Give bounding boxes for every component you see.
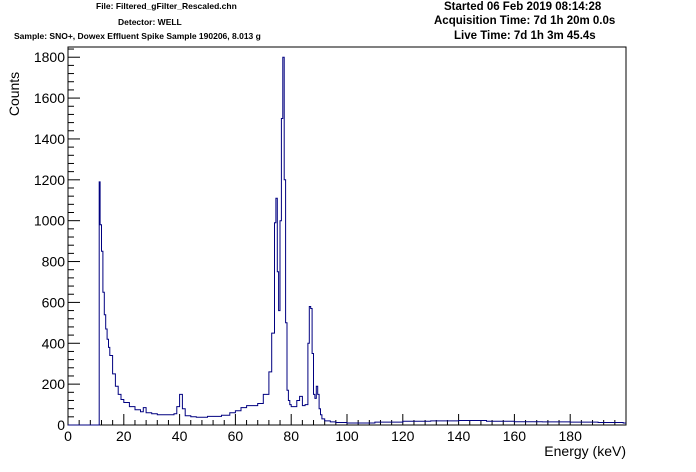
x-tick-label: 80 — [283, 428, 299, 444]
sample-label: Sample: SNO+, Dowex Effluent Spike Sampl… — [14, 31, 261, 41]
x-tick-label: 60 — [228, 428, 244, 444]
y-tick-label: 800 — [42, 254, 66, 270]
y-tick-label: 0 — [57, 417, 65, 433]
y-tick-label: 400 — [42, 335, 66, 351]
x-tick-label: 120 — [391, 428, 415, 444]
live-time-label: Live Time: 7d 1h 3m 45.4s — [454, 30, 596, 42]
x-tick-label: 180 — [559, 428, 583, 444]
x-tick-label: 0 — [64, 428, 72, 444]
y-tick-label: 1400 — [34, 131, 65, 147]
x-tick-label: 100 — [335, 428, 359, 444]
x-tick-label: 160 — [503, 428, 527, 444]
y-axis: 0 200 400 600 800 1000 1200 1400 1600 1800 — [34, 48, 80, 433]
y-tick-label: 200 — [42, 376, 66, 392]
spectrum-line — [68, 56, 626, 426]
detector-label: Detector: WELL — [118, 17, 182, 27]
y-tick-label: 1000 — [34, 213, 65, 229]
x-axis: 0 20 40 60 80 100 120 140 160 180 — [64, 414, 616, 444]
y-tick-label: 1600 — [34, 90, 65, 106]
x-tick-label: 40 — [172, 428, 188, 444]
file-label: File: Filtered_gFilter_Rescaled.chn — [96, 1, 237, 11]
y-tick-label: 600 — [42, 294, 66, 310]
y-tick-label: 1200 — [34, 172, 65, 188]
x-axis-label: Energy (keV) — [544, 443, 626, 459]
y-tick-label: 1800 — [34, 49, 65, 65]
x-tick-label: 140 — [447, 428, 471, 444]
started-label: Started 06 Feb 2019 08:14:28 — [444, 1, 602, 13]
y-axis-label: Counts — [6, 72, 22, 116]
plot-frame — [67, 46, 627, 426]
x-tick-label: 20 — [116, 428, 132, 444]
acquisition-time-label: Acquisition Time: 7d 1h 20m 0.0s — [434, 15, 616, 27]
